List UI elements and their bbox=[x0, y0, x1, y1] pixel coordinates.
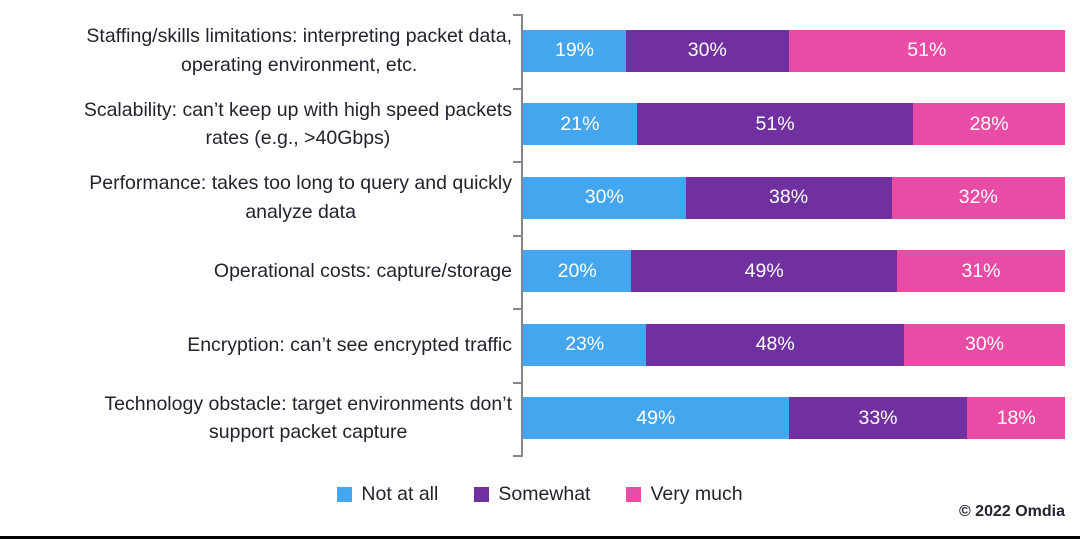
bar-value-label: 31% bbox=[961, 259, 1001, 282]
bar-value-label: 19% bbox=[554, 39, 594, 62]
axis-tick bbox=[513, 308, 521, 310]
category-label-text: Technology obstacle: target environments… bbox=[104, 392, 512, 444]
bar-segment-not-at-all: 21% bbox=[523, 103, 637, 146]
legend-item-somewhat: Somewhat bbox=[474, 483, 590, 506]
legend-item-very-much: Very much bbox=[626, 483, 743, 506]
chart-legend: Not at all Somewhat Very much bbox=[0, 483, 1080, 506]
stacked-bar-row: 49% 33% 18% bbox=[523, 397, 1065, 440]
stacked-bar-row: 19% 30% 51% bbox=[523, 29, 1065, 72]
bar-segment-not-at-all: 23% bbox=[523, 323, 647, 366]
bar-value-label: 30% bbox=[687, 39, 727, 62]
category-label-text: Staffing/skills limitations: interpretin… bbox=[86, 25, 512, 76]
bar-value-label: 51% bbox=[755, 112, 795, 135]
bar-value-label: 18% bbox=[996, 406, 1036, 429]
bar-segment-not-at-all: 19% bbox=[523, 29, 626, 72]
bar-segment-very-much: 31% bbox=[896, 250, 1065, 293]
legend-label: Somewhat bbox=[498, 483, 591, 505]
bar-segment-somewhat: 33% bbox=[788, 397, 968, 440]
bar-segment-somewhat: 51% bbox=[636, 103, 914, 146]
bar-segment-not-at-all: 49% bbox=[523, 397, 789, 440]
category-label-text: Encryption: can’t see encrypted traffic bbox=[187, 333, 512, 356]
axis-tick bbox=[513, 88, 521, 90]
copyright-text: © 2022 Omdia bbox=[958, 503, 1065, 520]
bar-value-label: 33% bbox=[858, 406, 898, 429]
category-label-text: Scalability: can’t keep up with high spe… bbox=[83, 98, 512, 150]
bar-value-label: 51% bbox=[907, 39, 947, 62]
bar-segment-very-much: 30% bbox=[904, 323, 1065, 366]
stacked-bar-row: 21% 51% 28% bbox=[523, 103, 1065, 146]
bar-value-label: 49% bbox=[744, 259, 784, 282]
category-label: Operational costs: capture/storage bbox=[0, 235, 512, 309]
axis-tick bbox=[513, 14, 521, 16]
legend-item-not-at-all: Not at all bbox=[337, 483, 438, 506]
legend-swatch-icon bbox=[337, 487, 353, 502]
bar-segment-somewhat: 49% bbox=[631, 250, 897, 293]
bottom-divider bbox=[0, 536, 1080, 539]
bar-segment-very-much: 28% bbox=[913, 103, 1065, 146]
bar-segment-somewhat: 48% bbox=[646, 323, 905, 366]
category-label: Scalability: can’t keep up with high spe… bbox=[0, 88, 512, 162]
category-label: Encryption: can’t see encrypted traffic bbox=[0, 308, 512, 382]
bar-segment-somewhat: 30% bbox=[625, 29, 789, 72]
bar-value-label: 20% bbox=[557, 259, 597, 282]
legend-swatch-icon bbox=[626, 487, 642, 502]
category-label: Staffing/skills limitations: interpretin… bbox=[0, 14, 512, 88]
bar-segment-very-much: 32% bbox=[891, 176, 1065, 219]
stacked-bar-row: 20% 49% 31% bbox=[523, 250, 1065, 293]
bar-value-label: 32% bbox=[958, 186, 998, 209]
bar-segment-not-at-all: 20% bbox=[523, 250, 632, 293]
category-label: Performance: takes too long to query and… bbox=[0, 161, 512, 235]
bar-segment-very-much: 18% bbox=[967, 397, 1065, 440]
bar-value-label: 23% bbox=[565, 333, 605, 356]
bar-value-label: 49% bbox=[636, 406, 676, 429]
stacked-bar-row: 30% 38% 32% bbox=[523, 176, 1065, 219]
axis-tick bbox=[513, 455, 521, 457]
axis-tick bbox=[513, 161, 521, 163]
legend-label: Very much bbox=[650, 483, 743, 505]
category-label-text: Performance: takes too long to query and… bbox=[89, 172, 512, 223]
bar-value-label: 21% bbox=[560, 112, 600, 135]
bar-value-label: 48% bbox=[755, 333, 795, 356]
bar-value-label: 28% bbox=[969, 112, 1009, 135]
category-label-text: Operational costs: capture/storage bbox=[213, 260, 512, 283]
bar-segment-somewhat: 38% bbox=[685, 176, 892, 219]
legend-label: Not at all bbox=[361, 483, 439, 505]
stacked-bar-row: 23% 48% 30% bbox=[523, 323, 1065, 366]
axis-tick bbox=[513, 235, 521, 237]
bar-value-label: 30% bbox=[584, 186, 624, 209]
bar-value-label: 38% bbox=[769, 186, 809, 209]
category-axis-line bbox=[521, 14, 523, 457]
category-label: Technology obstacle: target environments… bbox=[0, 382, 512, 456]
legend-swatch-icon bbox=[474, 487, 490, 502]
bar-segment-very-much: 51% bbox=[788, 29, 1065, 72]
bar-segment-not-at-all: 30% bbox=[523, 176, 686, 219]
bar-value-label: 30% bbox=[964, 333, 1005, 356]
axis-tick bbox=[513, 382, 521, 384]
